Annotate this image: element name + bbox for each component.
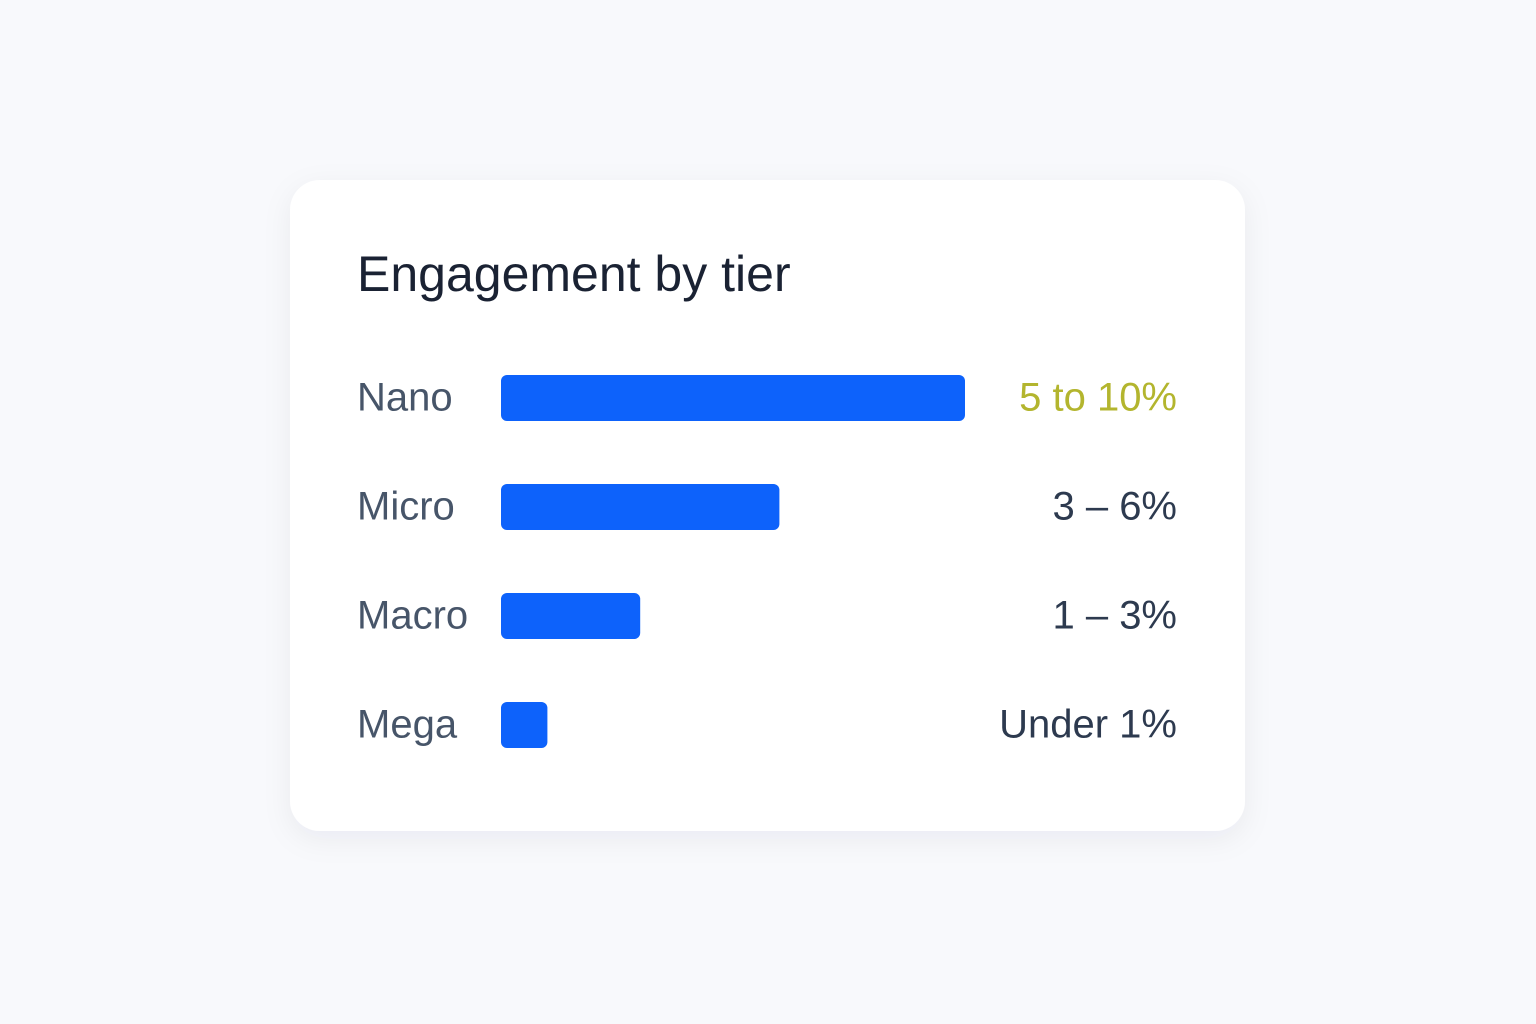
- value-label: 3 – 6%: [1052, 485, 1177, 529]
- chart-title: Engagement by tier: [357, 246, 791, 302]
- value-label: 5 to 10%: [1019, 376, 1177, 420]
- bar: [501, 484, 780, 530]
- category-label: Micro: [357, 485, 455, 529]
- bar: [501, 375, 965, 421]
- value-label: 1 – 3%: [1052, 594, 1177, 638]
- value-label: Under 1%: [999, 703, 1177, 747]
- bar: [501, 593, 641, 639]
- category-label: Mega: [357, 703, 458, 747]
- category-label: Nano: [357, 376, 453, 420]
- category-label: Macro: [357, 594, 468, 638]
- bar: [501, 702, 548, 748]
